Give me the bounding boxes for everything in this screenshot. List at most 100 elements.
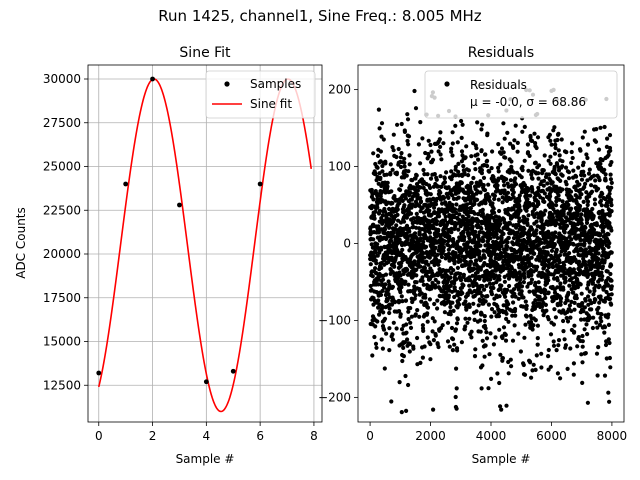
- residual-point: [499, 407, 504, 412]
- residual-point: [398, 290, 403, 295]
- residual-point: [452, 294, 457, 300]
- residual-point: [476, 212, 481, 217]
- residual-point: [432, 319, 437, 324]
- residual-point: [430, 157, 436, 162]
- residual-point: [486, 302, 491, 307]
- residual-point: [383, 282, 388, 287]
- residual-point: [606, 337, 611, 342]
- residual-point: [592, 202, 598, 207]
- residual-point: [487, 169, 492, 174]
- residual-point: [389, 238, 394, 243]
- residual-point: [404, 330, 409, 335]
- residual-point: [579, 177, 585, 182]
- residual-point: [394, 326, 399, 331]
- residual-point: [572, 323, 577, 328]
- residual-point: [477, 249, 482, 254]
- residual-point: [555, 278, 560, 283]
- residual-point: [532, 251, 537, 256]
- residual-point: [431, 338, 436, 343]
- residual-point: [603, 178, 608, 183]
- residual-point: [430, 329, 435, 334]
- residual-point: [389, 302, 395, 307]
- residual-point: [373, 250, 378, 255]
- sine-fit-samples-layer: [96, 76, 263, 385]
- residual-point: [511, 207, 516, 212]
- residual-point: [445, 320, 451, 325]
- residual-point: [541, 225, 546, 230]
- residual-point: [394, 154, 399, 160]
- residual-point: [460, 122, 465, 127]
- residual-point: [447, 344, 452, 349]
- residual-point: [426, 154, 431, 159]
- residual-point: [415, 192, 420, 197]
- residual-point: [454, 277, 459, 282]
- residual-point: [502, 136, 507, 141]
- residual-point: [522, 275, 527, 280]
- residual-point: [375, 165, 380, 170]
- residual-point: [502, 279, 507, 284]
- residual-point: [442, 239, 447, 244]
- residual-point: [435, 252, 440, 257]
- residual-point: [533, 231, 539, 236]
- residual-point: [443, 214, 448, 219]
- residual-point: [565, 366, 570, 371]
- residual-point: [433, 333, 438, 338]
- residual-point: [438, 130, 443, 135]
- residual-point: [397, 201, 402, 206]
- residual-point: [477, 276, 482, 281]
- residual-point: [402, 160, 407, 165]
- residual-point: [427, 255, 432, 260]
- residual-point: [477, 230, 482, 235]
- residual-point: [491, 206, 496, 211]
- residual-point: [521, 295, 526, 300]
- residual-point: [412, 88, 417, 94]
- residual-point: [525, 193, 530, 198]
- residual-point: [497, 380, 502, 386]
- legend-samples-marker: [224, 81, 230, 87]
- residual-point: [534, 145, 539, 151]
- residual-point: [403, 373, 408, 379]
- residual-point: [400, 247, 405, 252]
- residual-point: [535, 336, 540, 341]
- residual-point: [518, 349, 524, 354]
- residual-point: [406, 282, 411, 287]
- residual-point: [417, 314, 422, 319]
- residual-point: [560, 187, 565, 192]
- residual-point: [444, 170, 449, 175]
- residual-point: [497, 327, 502, 332]
- residual-point: [517, 280, 523, 285]
- residual-point: [382, 227, 388, 232]
- residual-point: [374, 345, 379, 350]
- residual-point: [557, 253, 563, 258]
- residual-point: [420, 355, 425, 360]
- residual-point: [431, 407, 436, 412]
- residual-point: [476, 303, 481, 308]
- residual-point: [539, 351, 544, 356]
- residual-point: [372, 334, 377, 340]
- residual-point: [533, 318, 538, 323]
- residual-point: [425, 305, 431, 310]
- residual-point: [383, 272, 389, 277]
- residual-point: [562, 263, 567, 268]
- residual-point: [505, 130, 510, 135]
- residual-point: [425, 311, 430, 316]
- residual-point: [548, 364, 553, 369]
- residual-point: [453, 224, 458, 229]
- residual-point: [533, 298, 538, 303]
- residual-point: [533, 160, 538, 165]
- residual-point: [450, 300, 455, 305]
- residual-point: [595, 269, 601, 274]
- residual-point: [519, 289, 524, 294]
- residual-point: [554, 247, 559, 252]
- residual-point: [468, 206, 473, 211]
- residual-point: [390, 201, 395, 206]
- residual-point: [592, 197, 598, 202]
- sine-fit-x-ticks: 0 2 4 6 8: [95, 422, 318, 443]
- residual-point: [546, 290, 551, 295]
- residual-point: [390, 284, 395, 289]
- residual-point: [518, 277, 523, 282]
- residual-point: [511, 236, 517, 241]
- residual-point: [601, 229, 606, 234]
- residuals-panel: Residuals 0 2000 4000 6000 8000 −200 −100 0 100…: [318, 45, 627, 466]
